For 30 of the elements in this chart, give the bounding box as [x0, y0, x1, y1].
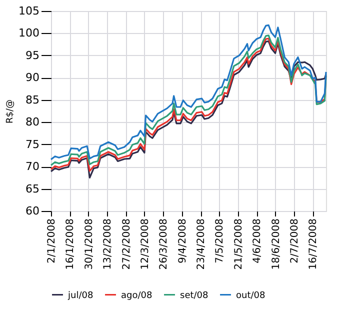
legend-label: set/08 [180, 290, 209, 301]
x-tick-label: 21/5/2008 [233, 218, 244, 270]
x-tick-label: 2/1/2008 [46, 218, 58, 264]
y-tick-label: 105 [18, 4, 40, 18]
x-tick-label: 13/2/2008 [102, 218, 114, 270]
y-tick-label: 70 [26, 160, 40, 174]
y-tick-label: 65 [26, 182, 40, 196]
x-tick-label: 7/5/2008 [214, 218, 226, 264]
y-tick-label: 100 [18, 26, 40, 40]
legend-label: jul/08 [67, 290, 94, 301]
x-tick-label: 18/6/2008 [270, 218, 282, 270]
y-tick-label: 75 [26, 138, 40, 151]
y-tick-label: 60 [26, 204, 40, 218]
x-tick-label: 2/7/2008 [289, 218, 300, 264]
y-tick-label: 80 [26, 116, 40, 129]
legend-label: out/08 [236, 290, 266, 301]
y-axis-title: R$/@ [6, 99, 16, 124]
x-tick-label: 16/1/2008 [65, 218, 76, 270]
y-tick-label: 95 [26, 48, 40, 62]
x-tick-label: 23/4/2008 [196, 218, 208, 270]
legend-label: ago/08 [121, 290, 152, 301]
x-tick-label: 12/3/2008 [140, 218, 151, 270]
x-tick-label: 26/3/2008 [158, 218, 170, 270]
x-tick-label: 4/6/2008 [252, 218, 264, 264]
x-tick-label: 16/7/2008 [308, 218, 320, 270]
y-tick-label: 90 [26, 71, 40, 84]
y-tick-label: 85 [26, 93, 40, 106]
x-tick-label: 9/4/2008 [177, 218, 188, 264]
x-tick-label: 30/1/2008 [84, 218, 95, 270]
x-tick-label: 27/2/2008 [121, 218, 132, 270]
